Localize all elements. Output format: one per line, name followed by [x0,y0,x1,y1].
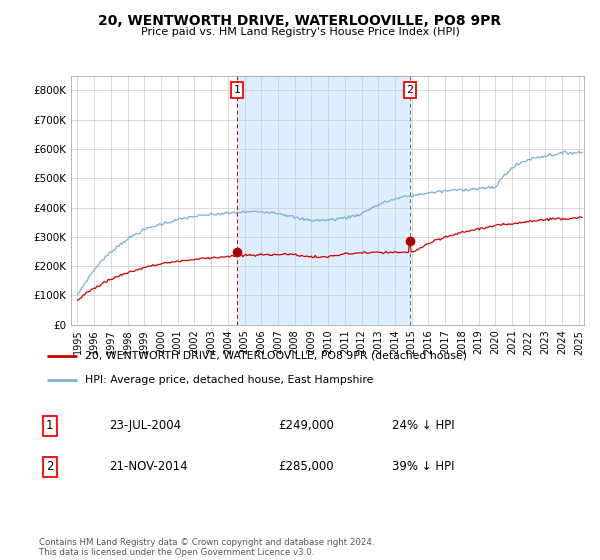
Text: 1: 1 [46,419,53,432]
Text: 20, WENTWORTH DRIVE, WATERLOOVILLE, PO8 9PR: 20, WENTWORTH DRIVE, WATERLOOVILLE, PO8 … [98,14,502,28]
Text: Contains HM Land Registry data © Crown copyright and database right 2024.
This d: Contains HM Land Registry data © Crown c… [39,538,374,557]
Text: 2: 2 [46,460,53,473]
Text: 23-JUL-2004: 23-JUL-2004 [110,419,182,432]
Text: HPI: Average price, detached house, East Hampshire: HPI: Average price, detached house, East… [85,375,374,385]
Text: 2: 2 [406,85,413,95]
Bar [237,76,410,325]
Text: 24% ↓ HPI: 24% ↓ HPI [392,419,455,432]
Text: 20, WENTWORTH DRIVE, WATERLOOVILLE, PO8 9PR (detached house): 20, WENTWORTH DRIVE, WATERLOOVILLE, PO8 … [85,351,467,361]
Text: £249,000: £249,000 [278,419,334,432]
Text: 21-NOV-2014: 21-NOV-2014 [110,460,188,473]
Text: Price paid vs. HM Land Registry's House Price Index (HPI): Price paid vs. HM Land Registry's House … [140,27,460,37]
Text: £285,000: £285,000 [278,460,334,473]
Text: 39% ↓ HPI: 39% ↓ HPI [392,460,454,473]
Text: 1: 1 [233,85,241,95]
